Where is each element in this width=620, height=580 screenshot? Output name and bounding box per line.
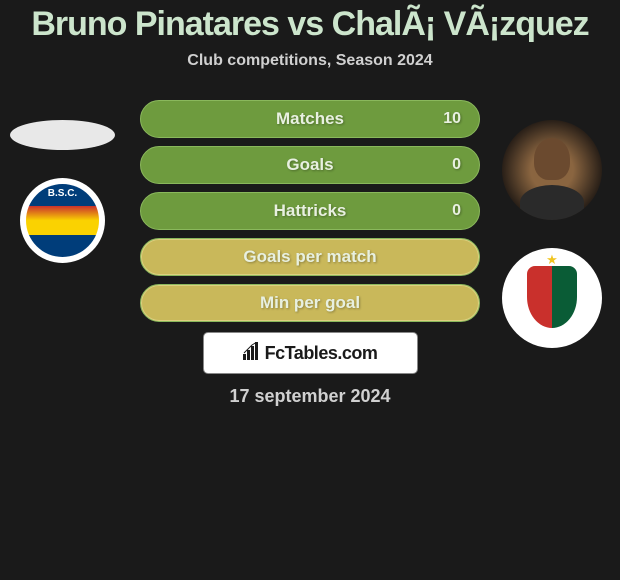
date-text: 17 september 2024	[0, 386, 620, 407]
club-logo-left	[20, 178, 105, 263]
stat-row-hattricks: Hattricks 0	[140, 192, 480, 230]
main-container: Bruno Pinatares vs ChalÃ¡ VÃ¡zquez Club …	[0, 0, 620, 412]
left-column	[10, 120, 120, 263]
player-right-photo	[502, 120, 602, 220]
subtitle: Club competitions, Season 2024	[0, 52, 620, 70]
club-logo-right	[502, 248, 602, 348]
right-column	[502, 120, 602, 348]
stat-row-mpg: Min per goal	[140, 284, 480, 322]
stat-value: 0	[452, 202, 461, 220]
stat-row-gpm: Goals per match	[140, 238, 480, 276]
stat-row-goals: Goals 0	[140, 146, 480, 184]
stat-label: Goals	[286, 155, 333, 175]
stat-row-matches: Matches 10	[140, 100, 480, 138]
stat-label: Min per goal	[260, 293, 360, 313]
stat-value: 0	[452, 156, 461, 174]
chart-icon	[243, 342, 263, 365]
branding-text: FcTables.com	[265, 343, 378, 364]
stats-table: Matches 10 Goals 0 Hattricks 0 Goals per…	[140, 100, 480, 322]
page-title: Bruno Pinatares vs ChalÃ¡ VÃ¡zquez	[0, 5, 620, 44]
branding-box: FcTables.com	[203, 332, 418, 374]
stat-label: Matches	[276, 109, 344, 129]
stat-value: 10	[443, 110, 461, 128]
stat-label: Goals per match	[243, 247, 376, 267]
player-left-placeholder	[10, 120, 115, 150]
stat-label: Hattricks	[274, 201, 347, 221]
